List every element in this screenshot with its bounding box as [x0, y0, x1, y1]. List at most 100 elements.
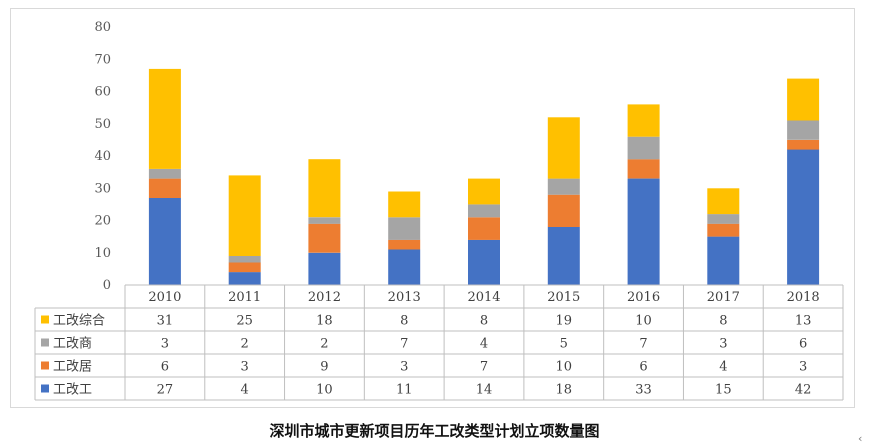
- category-label: 2010: [148, 290, 181, 305]
- data-label: 6: [799, 337, 807, 352]
- category-label: 2014: [467, 290, 500, 305]
- legend-swatch: [41, 384, 49, 393]
- data-label: 10: [316, 383, 333, 398]
- bar-segment: [707, 223, 740, 237]
- data-label: 6: [639, 360, 647, 375]
- data-label: 7: [400, 337, 408, 352]
- data-label: 2: [241, 337, 249, 352]
- data-label: 6: [161, 360, 169, 375]
- data-label: 42: [795, 383, 812, 398]
- y-tick-label: 70: [94, 52, 111, 67]
- data-label: 2: [320, 337, 328, 352]
- bar-segment: [308, 252, 341, 286]
- data-label: 4: [719, 360, 727, 375]
- data-label: 4: [480, 337, 488, 352]
- data-label: 33: [635, 383, 652, 398]
- category-label: 2013: [388, 290, 421, 305]
- bar-segment: [787, 78, 820, 121]
- y-tick-label: 40: [94, 149, 111, 164]
- y-tick-label: 30: [94, 181, 111, 196]
- bar-segment: [148, 197, 181, 285]
- data-label: 10: [635, 314, 652, 329]
- bar-segment: [787, 120, 820, 140]
- legend-label: 工改综合: [53, 314, 105, 329]
- bar-segment: [468, 178, 500, 205]
- legend-label: 工改居: [53, 360, 92, 375]
- bar-segment: [627, 159, 660, 179]
- bar-segment: [627, 104, 660, 137]
- category-label: 2016: [627, 290, 660, 305]
- legend-label: 工改商: [53, 337, 92, 352]
- bar-segment: [228, 262, 261, 273]
- data-label: 27: [157, 383, 174, 398]
- legend-label: 工改工: [53, 383, 92, 398]
- bar-segment: [707, 188, 740, 215]
- y-tick-label: 50: [94, 117, 111, 132]
- data-label: 19: [556, 314, 573, 329]
- bar-segment: [228, 272, 261, 285]
- data-label: 8: [719, 314, 727, 329]
- data-label: 18: [316, 314, 333, 329]
- chart-caption: 深圳市城市更新项目历年工改类型计划立项数量图: [269, 422, 600, 440]
- category-label: 2012: [308, 290, 341, 305]
- bar-segment: [228, 256, 261, 263]
- data-label: 10: [556, 360, 573, 375]
- data-label: 3: [400, 360, 408, 375]
- legend-swatch: [41, 315, 49, 324]
- data-label: 11: [396, 383, 413, 398]
- bar-segment: [787, 139, 820, 150]
- bar-segment: [787, 149, 820, 285]
- chart-frame: 0 10 20 30 40 50 60 70 80 2010 2011 2012 2013 2014 201…: [10, 8, 855, 408]
- data-label: 3: [241, 360, 249, 375]
- bar-segment: [468, 217, 500, 240]
- bar-segment: [547, 226, 580, 285]
- bar-segment: [468, 204, 500, 218]
- bar-segment: [627, 136, 660, 160]
- data-label: 14: [476, 383, 493, 398]
- bar-segment: [308, 217, 341, 224]
- y-tick-label: 0: [103, 278, 111, 293]
- y-tick-label: 10: [94, 246, 111, 261]
- data-label: 7: [480, 360, 488, 375]
- y-tick-label: 20: [94, 214, 111, 229]
- bar-segment: [547, 194, 580, 227]
- data-label: 13: [795, 314, 812, 329]
- bar-segment: [388, 239, 421, 250]
- bar-segment: [707, 236, 740, 285]
- data-label: 8: [480, 314, 488, 329]
- data-label: 5: [560, 337, 568, 352]
- data-label: 3: [799, 360, 807, 375]
- y-tick-label: 60: [94, 85, 111, 100]
- data-label: 9: [320, 360, 328, 375]
- data-label: 4: [241, 383, 249, 398]
- data-label: 25: [236, 314, 253, 329]
- bar-segment: [308, 223, 341, 253]
- bar-segment: [148, 178, 181, 198]
- bar-segment: [468, 239, 500, 285]
- data-label: 18: [556, 383, 573, 398]
- scroll-arrow-icon[interactable]: ‹: [858, 432, 863, 445]
- bar-segment: [388, 249, 421, 285]
- data-label: 8: [400, 314, 408, 329]
- bar-segment: [148, 68, 181, 169]
- category-label: 2011: [228, 290, 261, 305]
- bar-segment: [148, 168, 181, 179]
- data-label: 3: [719, 337, 727, 352]
- bar-segment: [388, 191, 421, 218]
- data-label: 7: [639, 337, 647, 352]
- bar-segment: [547, 178, 580, 195]
- data-label: 3: [161, 337, 169, 352]
- bar-segment: [547, 117, 580, 179]
- legend-swatch: [41, 338, 49, 347]
- y-tick-label: 80: [94, 20, 111, 35]
- bar-segment: [228, 175, 261, 256]
- bar-segment: [388, 217, 421, 240]
- bar-segment: [627, 178, 660, 285]
- category-label: 2017: [707, 290, 740, 305]
- category-label: 2018: [787, 290, 820, 305]
- bar-segment: [707, 214, 740, 224]
- stacked-bar-chart: 0 10 20 30 40 50 60 70 80 2010 2011 2012 2013 2014 201…: [34, 20, 844, 401]
- category-label: 2015: [547, 290, 580, 305]
- legend-swatch: [41, 361, 49, 370]
- data-label: 31: [157, 314, 174, 329]
